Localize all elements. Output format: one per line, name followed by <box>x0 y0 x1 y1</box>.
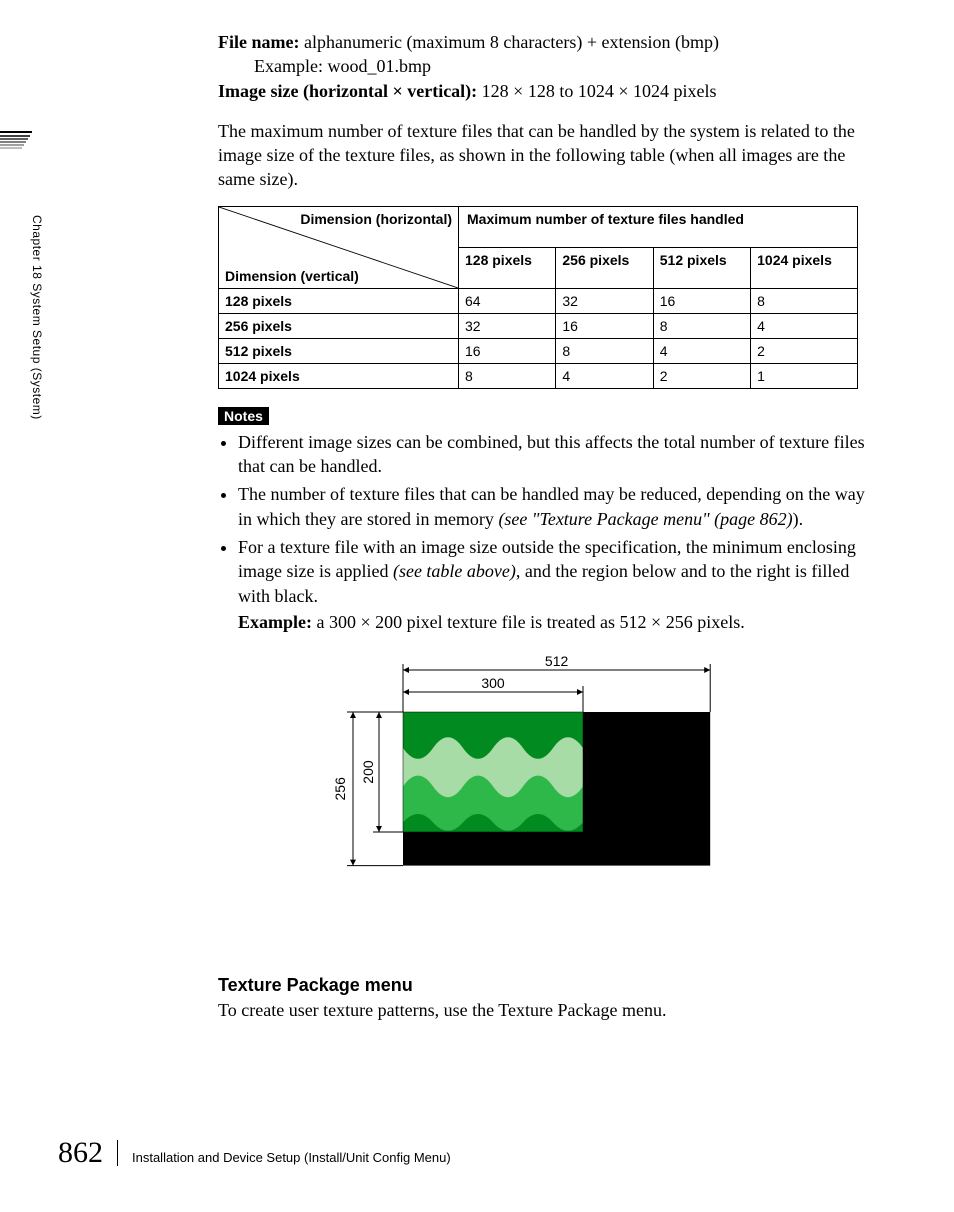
cell: 8 <box>653 313 750 338</box>
file-name-example: Example: wood_01.bmp <box>254 54 868 78</box>
note-text: Different image sizes can be combined, b… <box>238 432 865 476</box>
cell: 2 <box>751 338 858 363</box>
note-text: ). <box>793 509 804 529</box>
page-number: 862 <box>58 1136 103 1170</box>
texture-table: Dimension (horizontal) Dimension (vertic… <box>218 206 858 389</box>
table-row: 512 pixels 16 8 4 2 <box>219 338 858 363</box>
diag-horizontal-label: Dimension (horizontal) <box>300 211 452 227</box>
table-diag-header: Dimension (horizontal) Dimension (vertic… <box>219 206 459 288</box>
side-chapter-label: Chapter 18 System Setup (System) <box>30 215 44 420</box>
row-label: 512 pixels <box>219 338 459 363</box>
table-row: 1024 pixels 8 4 2 1 <box>219 363 858 388</box>
example-label: Example: <box>238 612 312 632</box>
note-ref: (see table above) <box>393 561 516 581</box>
table-row: 128 pixels 64 32 16 8 <box>219 288 858 313</box>
table-row: 256 pixels 32 16 8 4 <box>219 313 858 338</box>
diag-vertical-label: Dimension (vertical) <box>225 268 359 284</box>
page-footer: 862 Installation and Device Setup (Insta… <box>58 1136 451 1170</box>
file-name-value: alphanumeric (maximum 8 characters) + ex… <box>304 32 719 52</box>
footer-divider <box>117 1140 118 1166</box>
cell: 32 <box>459 313 556 338</box>
cell: 1 <box>751 363 858 388</box>
col-header: 512 pixels <box>653 247 750 288</box>
cell: 4 <box>556 363 653 388</box>
cell: 16 <box>653 288 750 313</box>
cell: 8 <box>751 288 858 313</box>
image-size-spec: Image size (horizontal × vertical): 128 … <box>218 79 868 103</box>
section-heading: Texture Package menu <box>218 975 868 996</box>
example-text: a 300 × 200 pixel texture file is treate… <box>317 612 745 632</box>
image-size-label: Image size (horizontal × vertical): <box>218 81 477 101</box>
notes-badge: Notes <box>218 407 269 425</box>
row-label: 128 pixels <box>219 288 459 313</box>
svg-text:256: 256 <box>332 777 348 801</box>
cell: 4 <box>653 338 750 363</box>
col-header: 128 pixels <box>459 247 556 288</box>
image-size-value: 128 × 128 to 1024 × 1024 pixels <box>482 81 717 101</box>
cell: 4 <box>751 313 858 338</box>
thumb-tab-icon <box>0 130 32 150</box>
svg-text:200: 200 <box>360 760 376 784</box>
note-item: The number of texture files that can be … <box>238 482 868 531</box>
cell: 16 <box>556 313 653 338</box>
enclosing-size-diagram: 512 300 256 200 <box>313 652 773 947</box>
svg-text:512: 512 <box>545 653 569 669</box>
cell: 2 <box>653 363 750 388</box>
note-ref: (see "Texture Package menu" (page 862) <box>498 509 792 529</box>
cell: 32 <box>556 288 653 313</box>
main-content: File name: alphanumeric (maximum 8 chara… <box>218 30 868 1028</box>
notes-list: Different image sizes can be combined, b… <box>218 430 868 634</box>
svg-text:300: 300 <box>481 675 505 691</box>
section-body: To create user texture patterns, use the… <box>218 998 868 1022</box>
footer-text: Installation and Device Setup (Install/U… <box>132 1150 451 1165</box>
intro-paragraph: The maximum number of texture files that… <box>218 119 868 192</box>
cell: 16 <box>459 338 556 363</box>
file-name-label: File name: <box>218 32 299 52</box>
row-label: 256 pixels <box>219 313 459 338</box>
cell: 8 <box>556 338 653 363</box>
table-span-header: Maximum number of texture files handled <box>459 206 858 247</box>
col-header: 1024 pixels <box>751 247 858 288</box>
row-label: 1024 pixels <box>219 363 459 388</box>
note-item: For a texture file with an image size ou… <box>238 535 868 634</box>
cell: 64 <box>459 288 556 313</box>
cell: 8 <box>459 363 556 388</box>
file-name-spec: File name: alphanumeric (maximum 8 chara… <box>218 30 868 54</box>
col-header: 256 pixels <box>556 247 653 288</box>
note-item: Different image sizes can be combined, b… <box>238 430 868 479</box>
